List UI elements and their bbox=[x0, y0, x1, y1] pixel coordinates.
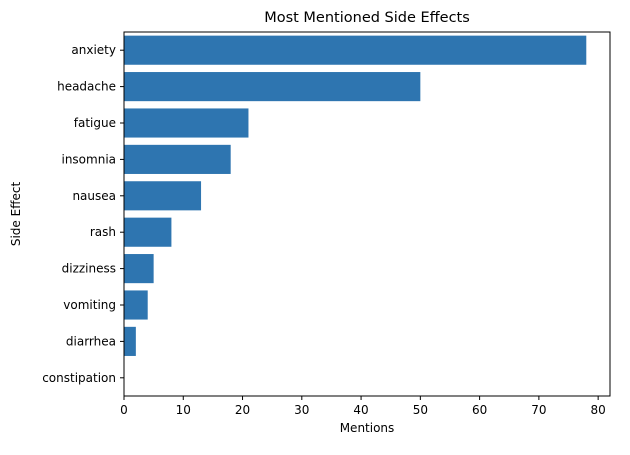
x-tick-label: 10 bbox=[176, 403, 191, 417]
y-axis-ticks: anxiety headache fatigue insomnia nausea rash… bbox=[42, 43, 124, 385]
y-tick-label: nausea bbox=[72, 189, 116, 203]
y-tick-label: vomiting bbox=[63, 298, 116, 312]
bar-vomiting bbox=[124, 290, 148, 320]
x-tick-label: 30 bbox=[294, 403, 309, 417]
chart-title: Most Mentioned Side Effects bbox=[264, 10, 470, 26]
bars-group bbox=[124, 35, 587, 356]
y-tick-label: headache bbox=[57, 80, 116, 94]
bar-insomnia bbox=[124, 144, 231, 174]
y-tick-label: anxiety bbox=[71, 43, 116, 57]
bar-nausea bbox=[124, 181, 202, 211]
bar-diarrhea bbox=[124, 326, 136, 356]
bar-fatigue bbox=[124, 108, 249, 138]
y-tick-label: diarrhea bbox=[66, 334, 116, 348]
y-tick-label: rash bbox=[90, 225, 116, 239]
y-tick-label: dizziness bbox=[62, 262, 116, 276]
bar-anxiety bbox=[124, 35, 587, 65]
x-tick-label: 50 bbox=[413, 403, 428, 417]
bar-headache bbox=[124, 72, 421, 102]
bar-rash bbox=[124, 217, 172, 247]
x-tick-label: 40 bbox=[353, 403, 368, 417]
x-tick-label: 60 bbox=[472, 403, 487, 417]
y-tick-label: constipation bbox=[42, 371, 116, 385]
y-tick-label: fatigue bbox=[74, 116, 116, 130]
plot-frame bbox=[123, 31, 611, 397]
x-tick-label: 0 bbox=[120, 403, 128, 417]
x-tick-label: 20 bbox=[235, 403, 250, 417]
bar-dizziness bbox=[124, 254, 154, 284]
x-axis-label: Mentions bbox=[340, 421, 395, 435]
y-tick-label: insomnia bbox=[61, 152, 116, 166]
x-tick-label: 80 bbox=[591, 403, 606, 417]
x-axis-ticks: 0 10 20 30 40 50 60 70 80 bbox=[120, 396, 606, 417]
x-tick-label: 70 bbox=[531, 403, 546, 417]
y-axis-label: Side Effect bbox=[9, 182, 23, 247]
